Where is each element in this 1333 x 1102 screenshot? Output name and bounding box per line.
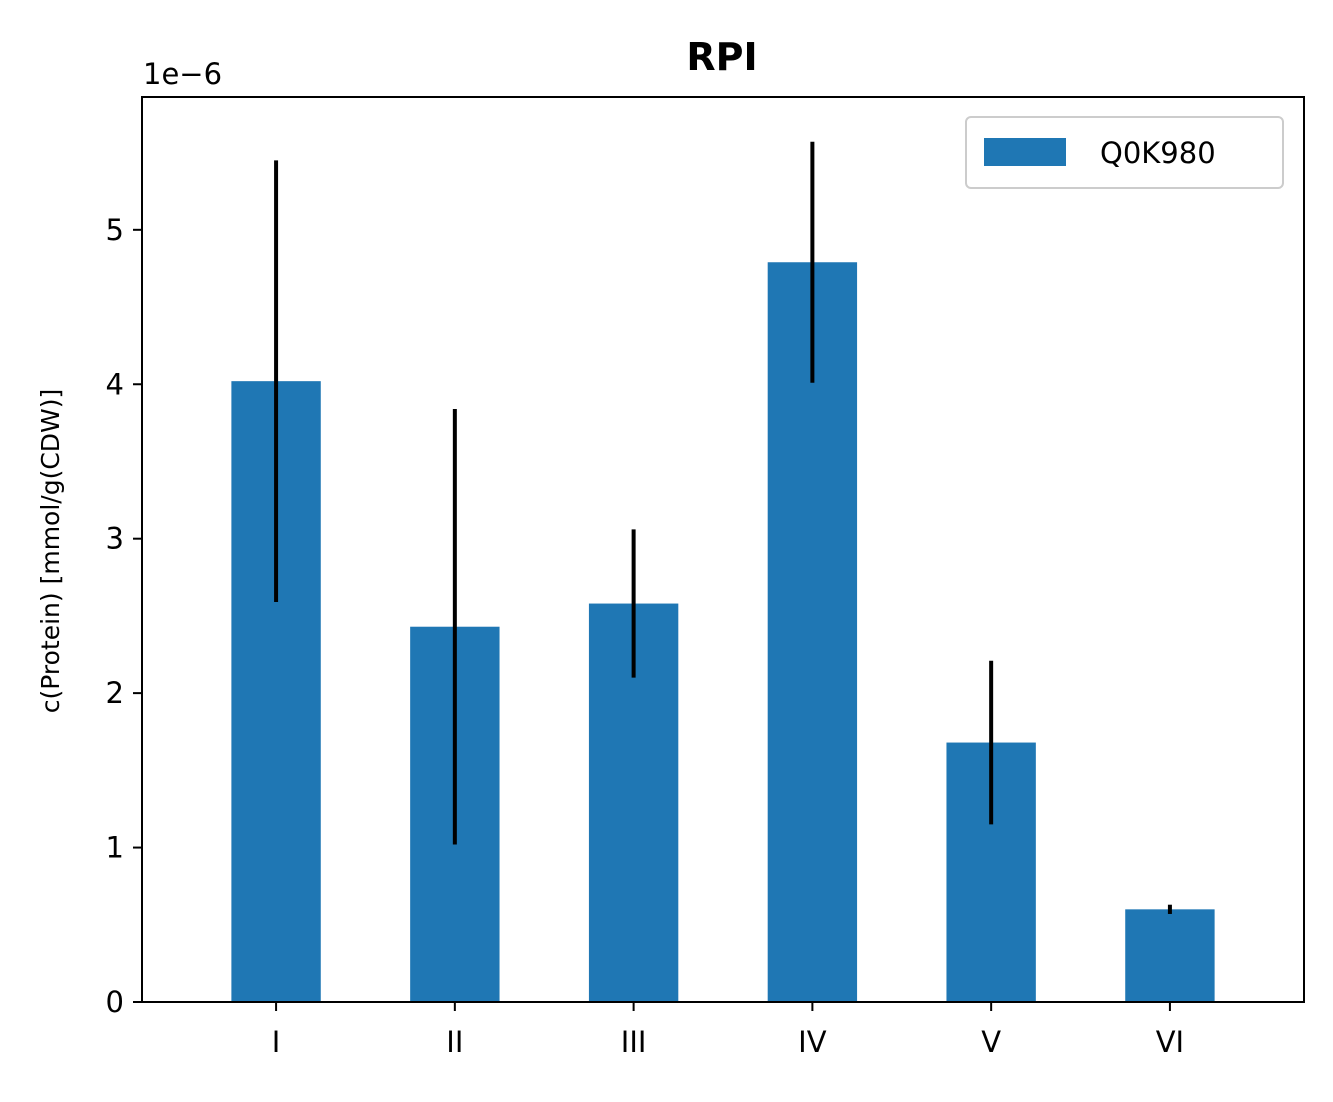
y-tick-label: 0: [106, 985, 124, 1019]
error-bars-layer: [274, 141, 1172, 914]
y-tick-label: 2: [106, 676, 124, 710]
y-tick-label: 3: [106, 522, 124, 556]
legend-box: [965, 116, 1284, 189]
y-tick-label: 5: [106, 213, 124, 247]
x-tick-label: VI: [1156, 1025, 1184, 1059]
plot-frame: [141, 96, 1305, 1003]
y-axis-ticks: 0 1 2 3 4 5: [106, 213, 142, 1019]
y-axis-offset-label: 1e−6: [143, 57, 222, 91]
x-tick-label: II: [446, 1025, 463, 1059]
bar-IV: [767, 262, 858, 1002]
legend-label: Q0K980: [1100, 136, 1216, 170]
legend: Q0K980: [965, 116, 1284, 189]
x-tick-label: IV: [798, 1025, 827, 1059]
legend-swatch: [984, 138, 1066, 166]
y-tick-label: 1: [106, 831, 124, 865]
chart-title: RPI: [686, 35, 757, 79]
x-tick-label: V: [981, 1025, 1001, 1059]
bar-VI: [1125, 909, 1215, 1002]
y-tick-label: 4: [106, 367, 124, 401]
x-tick-label: III: [621, 1025, 647, 1059]
y-axis-label: c(Protein) [mmol/g(CDW)]: [36, 389, 65, 714]
x-axis-ticks: I II III IV V VI: [272, 1002, 1184, 1059]
x-tick-label: I: [272, 1025, 281, 1059]
bars-layer: [231, 262, 1215, 1002]
